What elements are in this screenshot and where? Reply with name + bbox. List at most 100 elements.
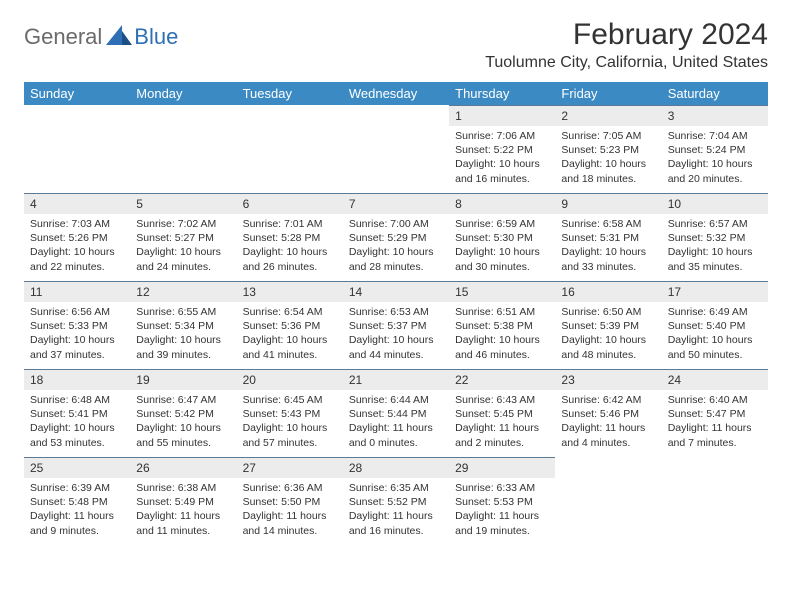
sunset-line: Sunset: 5:32 PM (668, 231, 762, 245)
calendar-table: SundayMondayTuesdayWednesdayThursdayFrid… (24, 82, 768, 545)
calendar-day-cell: 17Sunrise: 6:49 AMSunset: 5:40 PMDayligh… (662, 281, 768, 369)
weekday-header: Saturday (662, 82, 768, 105)
calendar-week-row: 18Sunrise: 6:48 AMSunset: 5:41 PMDayligh… (24, 369, 768, 457)
calendar-week-row: 1Sunrise: 7:06 AMSunset: 5:22 PMDaylight… (24, 105, 768, 193)
calendar-day-cell: 2Sunrise: 7:05 AMSunset: 5:23 PMDaylight… (555, 105, 661, 193)
weekday-header: Wednesday (343, 82, 449, 105)
day-number: 3 (662, 105, 768, 126)
day-details: Sunrise: 7:06 AMSunset: 5:22 PMDaylight:… (449, 126, 555, 192)
calendar-day-cell: 25Sunrise: 6:39 AMSunset: 5:48 PMDayligh… (24, 457, 130, 545)
sunrise-line: Sunrise: 6:47 AM (136, 393, 230, 407)
sunset-line: Sunset: 5:33 PM (30, 319, 124, 333)
sunset-line: Sunset: 5:45 PM (455, 407, 549, 421)
sunrise-line: Sunrise: 7:04 AM (668, 129, 762, 143)
sunset-line: Sunset: 5:34 PM (136, 319, 230, 333)
day-number: 28 (343, 457, 449, 478)
day-number: 17 (662, 281, 768, 302)
day-details: Sunrise: 6:54 AMSunset: 5:36 PMDaylight:… (237, 302, 343, 368)
daylight-line: Daylight: 10 hours and 22 minutes. (30, 245, 124, 273)
sunset-line: Sunset: 5:50 PM (243, 495, 337, 509)
day-details: Sunrise: 6:47 AMSunset: 5:42 PMDaylight:… (130, 390, 236, 456)
sunrise-line: Sunrise: 6:57 AM (668, 217, 762, 231)
sunset-line: Sunset: 5:38 PM (455, 319, 549, 333)
sunrise-line: Sunrise: 6:39 AM (30, 481, 124, 495)
day-number: 2 (555, 105, 661, 126)
sunset-line: Sunset: 5:42 PM (136, 407, 230, 421)
day-number: 11 (24, 281, 130, 302)
daylight-line: Daylight: 10 hours and 16 minutes. (455, 157, 549, 185)
daylight-line: Daylight: 10 hours and 37 minutes. (30, 333, 124, 361)
calendar-day-cell: 26Sunrise: 6:38 AMSunset: 5:49 PMDayligh… (130, 457, 236, 545)
weekday-header: Monday (130, 82, 236, 105)
day-details: Sunrise: 7:04 AMSunset: 5:24 PMDaylight:… (662, 126, 768, 192)
weekday-header: Tuesday (237, 82, 343, 105)
daylight-line: Daylight: 11 hours and 0 minutes. (349, 421, 443, 449)
day-number: 22 (449, 369, 555, 390)
sunset-line: Sunset: 5:53 PM (455, 495, 549, 509)
daylight-line: Daylight: 10 hours and 30 minutes. (455, 245, 549, 273)
calendar-day-cell: 18Sunrise: 6:48 AMSunset: 5:41 PMDayligh… (24, 369, 130, 457)
daylight-line: Daylight: 11 hours and 9 minutes. (30, 509, 124, 537)
day-details: Sunrise: 6:36 AMSunset: 5:50 PMDaylight:… (237, 478, 343, 544)
day-details: Sunrise: 6:33 AMSunset: 5:53 PMDaylight:… (449, 478, 555, 544)
sunrise-line: Sunrise: 6:51 AM (455, 305, 549, 319)
sunrise-line: Sunrise: 6:35 AM (349, 481, 443, 495)
daylight-line: Daylight: 10 hours and 46 minutes. (455, 333, 549, 361)
day-number: 29 (449, 457, 555, 478)
sunset-line: Sunset: 5:26 PM (30, 231, 124, 245)
sunrise-line: Sunrise: 6:38 AM (136, 481, 230, 495)
day-number: 8 (449, 193, 555, 214)
sunrise-line: Sunrise: 6:58 AM (561, 217, 655, 231)
calendar-day-cell: 3Sunrise: 7:04 AMSunset: 5:24 PMDaylight… (662, 105, 768, 193)
day-details: Sunrise: 6:43 AMSunset: 5:45 PMDaylight:… (449, 390, 555, 456)
day-number: 24 (662, 369, 768, 390)
sunset-line: Sunset: 5:28 PM (243, 231, 337, 245)
brand-part2: Blue (134, 24, 178, 50)
calendar-day-cell: 16Sunrise: 6:50 AMSunset: 5:39 PMDayligh… (555, 281, 661, 369)
weekday-header: Thursday (449, 82, 555, 105)
day-number: 5 (130, 193, 236, 214)
calendar-day-cell: 13Sunrise: 6:54 AMSunset: 5:36 PMDayligh… (237, 281, 343, 369)
calendar-day-cell: 19Sunrise: 6:47 AMSunset: 5:42 PMDayligh… (130, 369, 236, 457)
day-details: Sunrise: 6:40 AMSunset: 5:47 PMDaylight:… (662, 390, 768, 456)
calendar-day-cell: 10Sunrise: 6:57 AMSunset: 5:32 PMDayligh… (662, 193, 768, 281)
sunrise-line: Sunrise: 6:54 AM (243, 305, 337, 319)
calendar-day-cell: 20Sunrise: 6:45 AMSunset: 5:43 PMDayligh… (237, 369, 343, 457)
sunset-line: Sunset: 5:43 PM (243, 407, 337, 421)
calendar-day-cell: 23Sunrise: 6:42 AMSunset: 5:46 PMDayligh… (555, 369, 661, 457)
calendar-head: SundayMondayTuesdayWednesdayThursdayFrid… (24, 82, 768, 105)
day-details: Sunrise: 6:56 AMSunset: 5:33 PMDaylight:… (24, 302, 130, 368)
daylight-line: Daylight: 10 hours and 33 minutes. (561, 245, 655, 273)
sunset-line: Sunset: 5:30 PM (455, 231, 549, 245)
month-title: February 2024 (485, 18, 768, 52)
day-number: 9 (555, 193, 661, 214)
daylight-line: Daylight: 10 hours and 48 minutes. (561, 333, 655, 361)
day-number: 6 (237, 193, 343, 214)
sunrise-line: Sunrise: 6:50 AM (561, 305, 655, 319)
sunset-line: Sunset: 5:22 PM (455, 143, 549, 157)
daylight-line: Daylight: 10 hours and 39 minutes. (136, 333, 230, 361)
sunrise-line: Sunrise: 6:42 AM (561, 393, 655, 407)
calendar-page: General Blue February 2024 Tuolumne City… (0, 0, 792, 563)
daylight-line: Daylight: 11 hours and 4 minutes. (561, 421, 655, 449)
sunrise-line: Sunrise: 7:06 AM (455, 129, 549, 143)
day-details: Sunrise: 7:01 AMSunset: 5:28 PMDaylight:… (237, 214, 343, 280)
sunrise-line: Sunrise: 6:56 AM (30, 305, 124, 319)
day-number: 13 (237, 281, 343, 302)
sunset-line: Sunset: 5:29 PM (349, 231, 443, 245)
day-details: Sunrise: 6:38 AMSunset: 5:49 PMDaylight:… (130, 478, 236, 544)
day-number: 18 (24, 369, 130, 390)
sunrise-line: Sunrise: 6:49 AM (668, 305, 762, 319)
daylight-line: Daylight: 10 hours and 20 minutes. (668, 157, 762, 185)
sunrise-line: Sunrise: 7:05 AM (561, 129, 655, 143)
brand-logo: General Blue (24, 24, 178, 50)
day-number: 15 (449, 281, 555, 302)
location-label: Tuolumne City, California, United States (485, 54, 768, 72)
sunset-line: Sunset: 5:27 PM (136, 231, 230, 245)
calendar-day-cell (662, 457, 768, 545)
day-details: Sunrise: 6:50 AMSunset: 5:39 PMDaylight:… (555, 302, 661, 368)
calendar-week-row: 25Sunrise: 6:39 AMSunset: 5:48 PMDayligh… (24, 457, 768, 545)
sunset-line: Sunset: 5:39 PM (561, 319, 655, 333)
daylight-line: Daylight: 11 hours and 2 minutes. (455, 421, 549, 449)
day-number: 4 (24, 193, 130, 214)
